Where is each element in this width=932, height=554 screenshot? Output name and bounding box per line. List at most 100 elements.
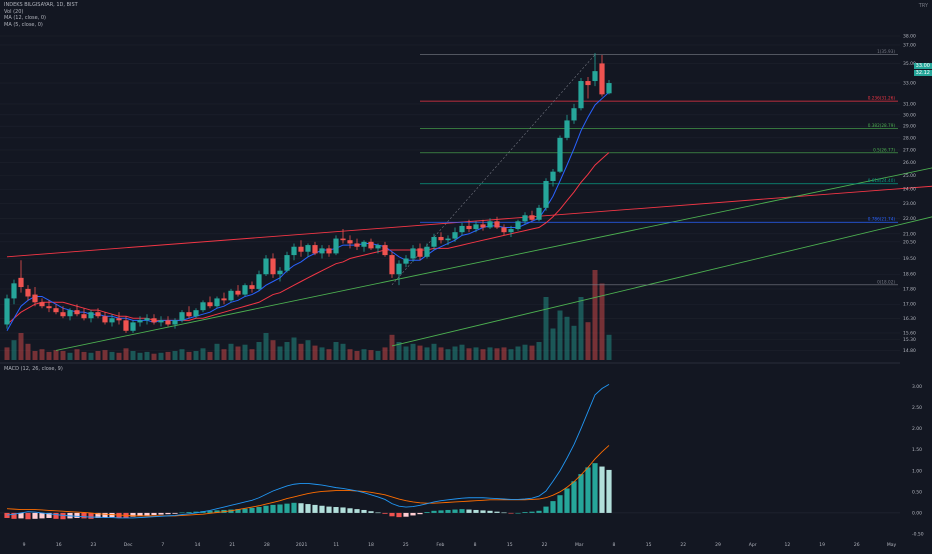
price-tick-label: 24.00	[903, 187, 916, 193]
price-tick-label: 33.00	[903, 81, 916, 87]
macd-histogram-bar	[74, 512, 80, 518]
candle-body	[508, 229, 514, 233]
macd-histogram-bar	[4, 512, 10, 518]
volume-bar	[389, 334, 395, 360]
candle-body	[347, 240, 353, 244]
candle-body	[172, 320, 178, 325]
trendlines[interactable]	[6, 146, 932, 351]
candle-body	[158, 320, 164, 323]
macd-histogram-bar	[550, 501, 556, 513]
macd-histogram-bar	[557, 495, 563, 513]
ma-12-line	[6, 152, 610, 325]
candle-body	[459, 225, 465, 233]
candle-body	[11, 283, 17, 299]
macd-histogram-bar	[298, 503, 304, 513]
volume-bar	[249, 349, 255, 360]
candle-body	[228, 290, 234, 301]
time-tick-label: Dec	[124, 542, 133, 548]
candle-body	[256, 274, 262, 289]
price-tick-label: 18.60	[903, 272, 916, 278]
macd-histogram-bar	[326, 506, 332, 513]
macd-pane	[0, 383, 900, 520]
candle-body	[193, 310, 199, 317]
candle-body	[46, 306, 52, 309]
time-axis[interactable]: 9 16 23 Dec 7 14 21 28 2021 11 18 25 Feb 8 15 22 Mar 8 15 2…	[23, 542, 897, 548]
candlesticks	[4, 53, 612, 333]
macd-title[interactable]: MACD (12, 26, close, 9)	[4, 366, 63, 372]
macd-histogram-bar	[431, 510, 437, 513]
candle-body	[417, 248, 423, 257]
macd-histogram-bar	[354, 509, 360, 513]
volume-bar	[473, 347, 479, 360]
legend-ma-5[interactable]: MA (5, close, 0)	[4, 21, 43, 28]
candle-body	[431, 236, 437, 247]
volume-bar	[11, 340, 17, 360]
price-tick-label: 15.30	[903, 337, 916, 343]
macd-histogram-bar	[403, 512, 409, 517]
candle-body	[557, 137, 563, 172]
volume-bar	[333, 342, 339, 360]
macd-histogram-bar	[95, 512, 101, 518]
macd-histogram-bar	[543, 506, 549, 513]
volume-bar	[186, 351, 192, 360]
price-tick-label: 35.00	[903, 61, 916, 67]
candle-body	[501, 227, 507, 233]
candle-body	[270, 258, 276, 275]
candle-body	[438, 236, 444, 241]
candle-body	[445, 238, 451, 241]
volume-bar	[368, 350, 374, 360]
candle-body	[487, 221, 493, 228]
fibonacci-retracement[interactable]: 1(35.93) 0.236(31.26) 0.382(28.79) 0.5(26.7…	[391, 49, 898, 286]
macd-tick-label: -0.50	[912, 532, 924, 538]
candle-body	[32, 294, 38, 303]
candle-body	[564, 120, 570, 138]
macd-histogram-bar	[564, 488, 570, 513]
macd-histogram-bar	[263, 505, 269, 513]
price-tick-label: 15.60	[903, 330, 916, 336]
time-tick-label: 22	[542, 542, 548, 548]
macd-axis[interactable]: 3.00 2.50 2.00 1.50 1.00 0.50 0.00 -0.50	[912, 384, 924, 538]
candle-body	[326, 248, 332, 254]
time-tick-label: 12	[785, 542, 791, 548]
candle-body	[179, 312, 185, 321]
volume-bar	[130, 351, 136, 360]
trendline-resistance	[6, 185, 932, 258]
volume-bar	[606, 334, 612, 360]
macd-histogram-bar	[39, 512, 45, 519]
candle-body	[200, 302, 206, 311]
macd-histogram-bar	[487, 510, 493, 513]
time-tick-label: 25	[403, 542, 409, 548]
macd-histogram-bar	[53, 512, 59, 519]
volume-bar	[578, 297, 584, 360]
volume-bar	[109, 351, 115, 360]
price-tick-label: 37.00	[903, 42, 916, 48]
volume-bar	[305, 340, 311, 360]
price-axis[interactable]: 38.00 37.00 35.00 33.00 31.00 30.00 29.00 28.00…	[903, 34, 916, 354]
volume-bar	[361, 349, 367, 360]
macd-histogram-bar	[375, 512, 381, 514]
volume-bar	[536, 342, 542, 360]
time-tick-label: 8	[612, 542, 615, 548]
time-tick-label: 7	[161, 542, 164, 548]
legend-vol[interactable]: Vol (20)	[4, 8, 24, 15]
symbol-title[interactable]: INDEKS BILGISAYAR, 1D, BIST	[4, 2, 78, 8]
trendline-support-steep	[55, 167, 932, 351]
volume-bar	[445, 349, 451, 360]
time-tick-label: 8	[474, 542, 477, 548]
candle-body	[151, 318, 157, 323]
volume-bar	[228, 343, 234, 360]
macd-histogram-bar	[340, 507, 346, 513]
volume-bar	[424, 347, 430, 360]
candle-body	[137, 320, 143, 323]
volume-bar	[144, 351, 150, 360]
legend-ma-12[interactable]: MA (12, close, 0)	[4, 15, 47, 22]
macd-histogram-bar	[494, 511, 500, 513]
fib-level-label: 0.618(24.40)	[868, 178, 896, 183]
macd-histogram-bar	[585, 467, 591, 513]
candle-body	[578, 81, 584, 109]
volume-bar	[18, 333, 24, 360]
macd-histogram-bar	[382, 512, 388, 514]
price-tick-label: 14.80	[903, 348, 916, 354]
macd-histogram-bar	[25, 512, 31, 520]
